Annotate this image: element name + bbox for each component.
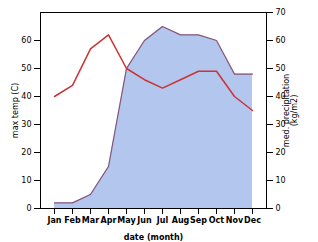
svg-text:Jul: Jul <box>156 216 169 225</box>
svg-text:Jan: Jan <box>46 216 61 225</box>
svg-text:Aug: Aug <box>172 216 190 225</box>
svg-text:Dec: Dec <box>244 216 261 225</box>
svg-text:Sep: Sep <box>190 216 207 225</box>
svg-text:0: 0 <box>26 204 31 213</box>
svg-text:20: 20 <box>276 148 286 157</box>
svg-text:50: 50 <box>276 64 286 73</box>
svg-text:40: 40 <box>21 92 31 101</box>
svg-text:20: 20 <box>21 148 31 157</box>
svg-text:0: 0 <box>276 204 281 213</box>
svg-text:10: 10 <box>276 176 286 185</box>
svg-text:Oct: Oct <box>209 216 225 225</box>
svg-text:Mar: Mar <box>82 216 99 225</box>
svg-text:Feb: Feb <box>64 216 81 225</box>
svg-text:70: 70 <box>276 8 286 17</box>
svg-text:10: 10 <box>21 176 31 185</box>
svg-text:50: 50 <box>21 64 31 73</box>
svg-text:Jun: Jun <box>136 216 152 225</box>
svg-text:30: 30 <box>21 120 31 129</box>
svg-text:Nov: Nov <box>226 216 244 225</box>
svg-text:60: 60 <box>276 36 286 45</box>
svg-text:60: 60 <box>21 36 31 45</box>
svg-text:med. precipitation(kg/m2): med. precipitation(kg/m2) <box>282 74 299 147</box>
svg-text:max temp (C): max temp (C) <box>11 83 20 138</box>
svg-text:May: May <box>117 216 136 225</box>
svg-text:date (month): date (month) <box>124 233 184 242</box>
svg-text:Apr: Apr <box>101 216 117 225</box>
